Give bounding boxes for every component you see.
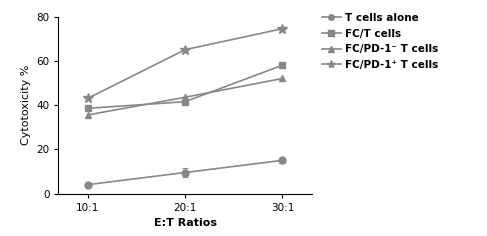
Legend: T cells alone, FC/T cells, FC/PD-1⁻ T cells, FC/PD-1⁺ T cells: T cells alone, FC/T cells, FC/PD-1⁻ T ce…: [322, 13, 438, 70]
Y-axis label: Cytotoxicity %: Cytotoxicity %: [21, 65, 31, 145]
X-axis label: E:T Ratios: E:T Ratios: [153, 218, 217, 228]
